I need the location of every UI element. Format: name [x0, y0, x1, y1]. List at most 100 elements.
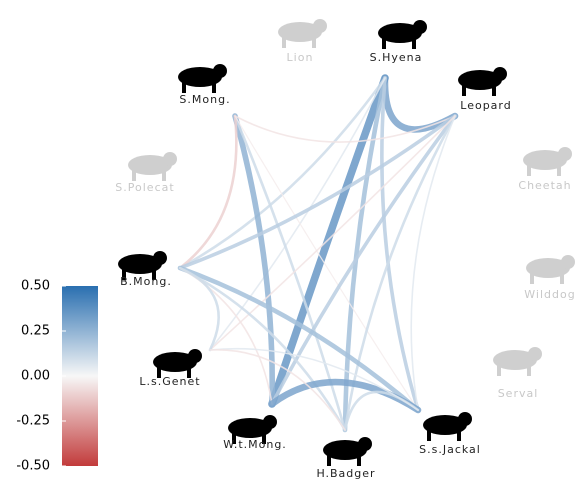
node-label: Lion [287, 51, 314, 64]
icon-leg [132, 169, 136, 181]
node-label: S.s.Jackal [419, 443, 481, 456]
edge [270, 114, 457, 406]
icon-leg [462, 84, 466, 96]
node-label: Cheetah [518, 179, 571, 192]
icon-leg [152, 268, 156, 280]
icon-body [378, 23, 422, 43]
icon-head [213, 64, 227, 78]
icon-body [323, 440, 367, 460]
animal-icon [458, 67, 507, 96]
icon-head [313, 19, 327, 33]
icon-body [278, 22, 322, 42]
node-label: Serval [498, 387, 539, 400]
icon-leg [457, 429, 461, 441]
icon-body [128, 155, 172, 175]
edge [177, 265, 421, 413]
edge [234, 115, 419, 411]
icon-leg [327, 454, 331, 466]
icon-leg [412, 37, 416, 49]
icon-leg [527, 364, 531, 376]
icon-head [163, 152, 177, 166]
icon-leg [187, 366, 191, 378]
edge [343, 114, 457, 432]
icon-head [413, 20, 427, 34]
icon-leg [282, 36, 286, 48]
icon-body [423, 415, 467, 435]
icon-head [528, 347, 542, 361]
icon-head [558, 147, 572, 161]
edge [178, 114, 457, 270]
icon-body [178, 67, 222, 87]
icon-head [561, 255, 575, 269]
edge [234, 115, 456, 143]
colorbar [62, 286, 98, 466]
icon-head [358, 437, 372, 451]
icon-body [458, 70, 502, 90]
icon-head [458, 412, 472, 426]
node-label: B.Mong. [120, 275, 172, 288]
edge [410, 115, 456, 411]
edge [178, 76, 387, 270]
animal-icon [228, 415, 277, 444]
icon-leg [212, 81, 216, 93]
icon-leg [382, 37, 386, 49]
icon-head [188, 349, 202, 363]
colorbar-tick-label: -0.50 [16, 459, 50, 474]
animal-icon [278, 19, 327, 48]
animal-icon [526, 255, 575, 284]
animal-icon [423, 412, 472, 441]
edge [178, 266, 220, 352]
icon-leg [357, 454, 361, 466]
icon-head [263, 415, 277, 429]
icon-leg [162, 169, 166, 181]
edge [343, 390, 420, 432]
edge [268, 74, 389, 408]
icon-body [228, 418, 272, 438]
node-label: L.s.Genet [139, 375, 200, 388]
icon-head [493, 67, 507, 81]
icon-leg [492, 84, 496, 96]
icon-leg [557, 164, 561, 176]
edge [209, 347, 419, 411]
colorbar-tick-label: -0.25 [16, 414, 50, 429]
icon-body [493, 350, 537, 370]
colorbar-tick-label: 0.00 [21, 369, 50, 384]
edge [178, 266, 347, 432]
animal-icon [128, 152, 177, 181]
animal-icon [378, 20, 427, 49]
node-label: S.Polecat [115, 181, 174, 194]
edge [209, 349, 346, 431]
icon-leg [427, 429, 431, 441]
icon-leg [157, 366, 161, 378]
icon-head [153, 251, 167, 265]
colorbar-tick-label: 0.50 [21, 279, 50, 294]
node-label: H.Badger [316, 467, 375, 480]
colorbar-tick-label: 0.25 [21, 324, 50, 339]
icon-leg [527, 164, 531, 176]
icon-leg [560, 272, 564, 284]
icon-body [153, 352, 197, 372]
node-label: Wilddog [524, 288, 575, 301]
icon-leg [232, 432, 236, 444]
animal-icon [493, 347, 542, 376]
icon-body [118, 254, 162, 274]
node-label: S.Mong. [179, 93, 230, 106]
icon-body [523, 150, 567, 170]
icon-leg [312, 36, 316, 48]
animal-icon [153, 349, 202, 378]
icon-body [526, 258, 570, 278]
edge [380, 76, 420, 412]
icon-leg [262, 432, 266, 444]
node-label: W.t.Mong. [223, 438, 287, 451]
animal-icon [178, 64, 227, 93]
edge [232, 113, 276, 407]
animal-icon [118, 251, 167, 280]
icon-leg [497, 364, 501, 376]
icon-leg [122, 268, 126, 280]
icon-leg [530, 272, 534, 284]
animal-icon [323, 437, 372, 466]
node-label: S.Hyena [370, 51, 423, 64]
icon-leg [182, 81, 186, 93]
node-label: Leopard [460, 99, 511, 112]
